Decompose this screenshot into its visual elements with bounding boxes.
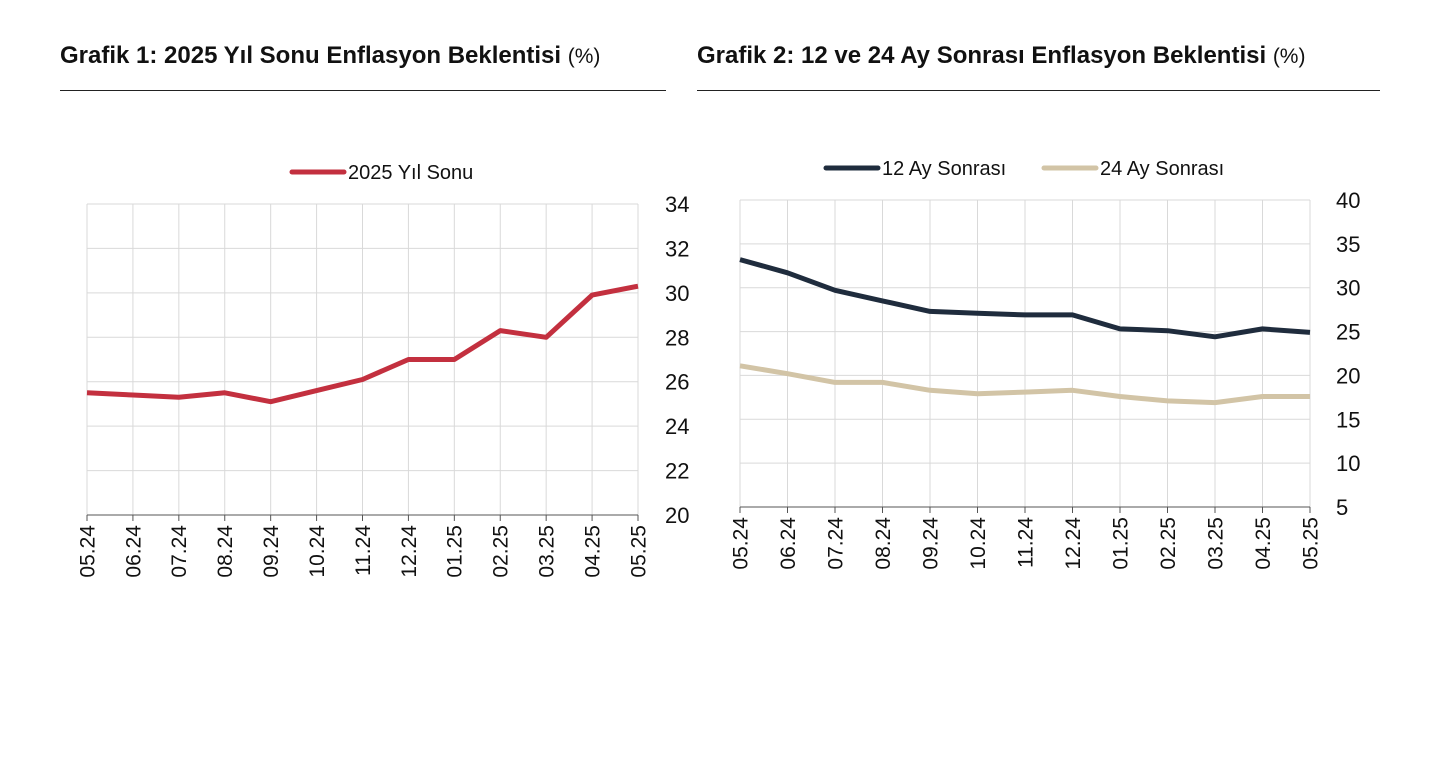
chart-2-legend-label-2: 24 Ay Sonrası bbox=[1100, 158, 1224, 180]
chart-2-x-tick-label: 01.25 bbox=[1109, 517, 1132, 570]
chart-2-grid bbox=[739, 199, 1311, 508]
chart-1-x-tick-label: 05.24 bbox=[76, 525, 99, 578]
chart-2-x-tick-label: 03.25 bbox=[1204, 517, 1227, 570]
chart-1-y-tick-label: 22 bbox=[665, 459, 689, 484]
chart-2-x-tick-label: 05.24 bbox=[729, 517, 752, 570]
chart-2-title-rule bbox=[697, 90, 1380, 91]
chart-2-x-tick-label: 11.24 bbox=[1014, 517, 1037, 568]
chart-2-y-tick-label: 40 bbox=[1336, 188, 1360, 213]
chart-1-unit: (%) bbox=[567, 45, 601, 68]
chart-1-y-tick-label: 26 bbox=[665, 370, 689, 395]
chart-1-x-tick-label: 08.24 bbox=[214, 525, 237, 578]
chart-2-x-tick-label: 07.24 bbox=[824, 517, 847, 570]
chart-2-x-tick-label: 04.25 bbox=[1252, 517, 1275, 570]
chart-2-y-tick-label: 15 bbox=[1336, 407, 1360, 432]
chart-1-y-tick-label: 32 bbox=[665, 236, 689, 261]
chart-2-title: Grafik 2: 12 ve 24 Ay Sonrası Enflasyon … bbox=[697, 42, 1305, 70]
chart-1-title-rule bbox=[60, 90, 666, 91]
chart-1-x-tick-label: 06.24 bbox=[122, 525, 145, 578]
chart-1-y-tick-label: 24 bbox=[665, 414, 689, 439]
chart-1-x-tick-label: 02.25 bbox=[490, 525, 513, 578]
chart-1-x-tick-label: 11.24 bbox=[352, 525, 375, 576]
chart-2-y-tick-label: 35 bbox=[1336, 232, 1360, 257]
chart-2-y-tick-label: 10 bbox=[1336, 451, 1360, 476]
chart-2-y-tick-label: 30 bbox=[1336, 276, 1360, 301]
chart-2-series-1-line bbox=[739, 257, 1311, 340]
chart-1-title: Grafik 1: 2025 Yıl Sonu Enflasyon Beklen… bbox=[60, 42, 600, 70]
chart-1-x-tick-label: 09.24 bbox=[260, 525, 283, 578]
chart-2-x-tick-label: 10.24 bbox=[967, 517, 990, 570]
chart-1-x-tick-label: 10.24 bbox=[306, 525, 329, 578]
chart-1-x-tick-label: 04.25 bbox=[581, 525, 604, 578]
chart-2-x-tick-label: 09.24 bbox=[919, 517, 942, 570]
chart-2-legend-label-1: 12 Ay Sonrası bbox=[882, 158, 1006, 180]
chart-1-series-1-line bbox=[86, 283, 639, 405]
chart-1-x-tick-label: 03.25 bbox=[536, 525, 559, 578]
chart-2-unit: (%) bbox=[1272, 45, 1306, 68]
chart-2-series-2-line bbox=[739, 363, 1310, 406]
chart-2-x-tick-label: 06.24 bbox=[777, 517, 800, 570]
chart-1-y-tick-label: 20 bbox=[665, 503, 689, 528]
chart-1-legend-label-1: 2025 Yıl Sonu bbox=[348, 162, 473, 184]
chart-2-title-text: Grafik 2: 12 ve 24 Ay Sonrası Enflasyon … bbox=[697, 42, 1267, 69]
chart-2-x-tick-label: 02.25 bbox=[1157, 517, 1180, 570]
chart-2-x-tick-label: 05.25 bbox=[1299, 517, 1322, 570]
chart-2-y-tick-label: 5 bbox=[1336, 495, 1348, 520]
chart-1-x-tick-label: 01.25 bbox=[444, 525, 467, 578]
chart-1-y-tick-label: 34 bbox=[665, 192, 689, 217]
chart-1-x-tick-label: 12.24 bbox=[398, 525, 421, 578]
chart-1-title-text: Grafik 1: 2025 Yıl Sonu Enflasyon Beklen… bbox=[60, 42, 562, 69]
chart-1-x-tick-label: 05.25 bbox=[627, 525, 650, 578]
chart-1-y-tick-label: 28 bbox=[665, 325, 689, 350]
chart-2-x-tick-label: 08.24 bbox=[872, 517, 895, 570]
chart-1-y-tick-label: 30 bbox=[665, 281, 689, 306]
chart-2-y-tick-label: 20 bbox=[1336, 363, 1360, 388]
chart-2-x-tick-label: 12.24 bbox=[1062, 517, 1085, 570]
chart-1-x-tick-label: 07.24 bbox=[168, 525, 191, 578]
chart-2-y-tick-label: 25 bbox=[1336, 320, 1360, 345]
